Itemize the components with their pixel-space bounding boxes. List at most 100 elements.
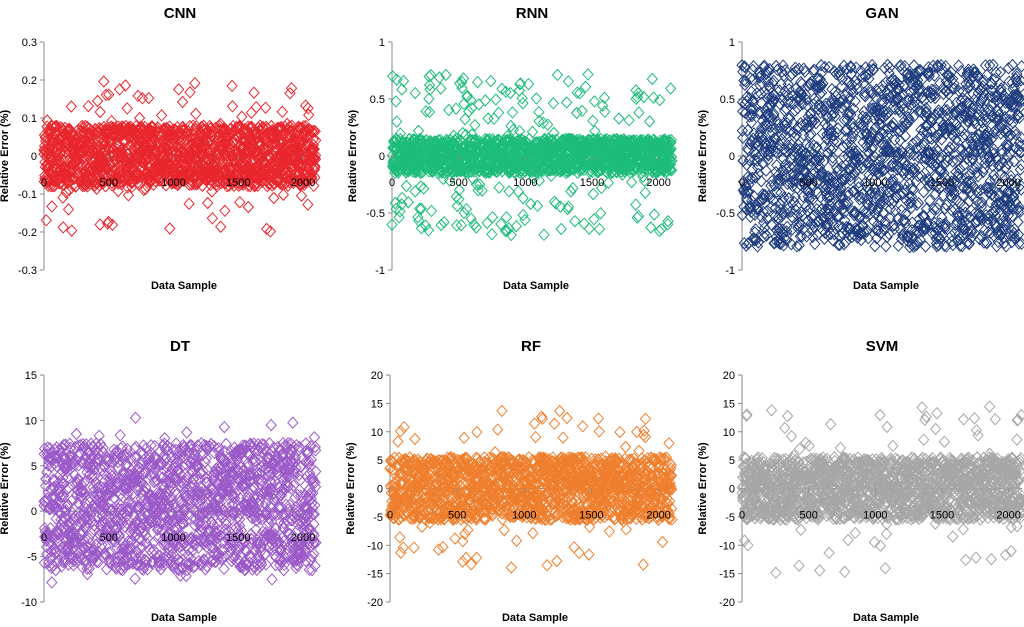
cnn-point: [146, 121, 159, 134]
cnn-point: [91, 142, 103, 156]
rnn-point: [587, 187, 599, 201]
cnn-point: [100, 148, 112, 161]
cnn-point: [295, 189, 308, 202]
cnn-point: [228, 179, 240, 193]
rnn-point: [571, 106, 583, 120]
cnn-y-tick-label: 0: [31, 151, 37, 163]
cnn-point: [40, 214, 52, 227]
cnn-point: [215, 220, 227, 233]
rnn-point: [425, 68, 437, 82]
rnn-point: [625, 175, 638, 189]
cnn-point: [173, 83, 185, 96]
cnn-point: [59, 121, 71, 135]
cnn-x-tick-label: 0: [41, 177, 47, 189]
rnn-point: [587, 114, 599, 128]
rnn-point: [493, 106, 505, 120]
rnn-point: [630, 198, 642, 211]
cnn-point: [139, 182, 152, 196]
cnn-point: [75, 136, 87, 149]
cnn-points: [38, 75, 322, 238]
cnn-point: [113, 83, 126, 96]
cnn-point: [98, 75, 110, 88]
cnn-point: [234, 195, 246, 209]
rnn-y-tick-label: 0: [379, 151, 385, 163]
cnn-point: [82, 99, 95, 113]
gan-title: GAN: [865, 5, 898, 22]
cnn-x-label: Data Sample: [151, 280, 217, 292]
cnn-point: [96, 174, 108, 188]
cnn-point: [164, 222, 176, 235]
cnn-point: [62, 203, 75, 216]
cnn-point: [250, 100, 262, 114]
gan-y-tick-label: 0: [729, 151, 735, 163]
cnn-point: [245, 106, 258, 119]
cnn-point: [151, 170, 163, 183]
cnn-point: [188, 140, 200, 153]
rnn-point: [400, 179, 413, 193]
cnn-point: [268, 191, 280, 205]
cnn-point: [49, 119, 62, 133]
rnn-point: [490, 93, 502, 106]
cnn-point: [112, 149, 125, 163]
cnn-point: [198, 144, 210, 158]
gan-point: [953, 59, 965, 72]
cnn-point: [224, 143, 236, 156]
rnn-point: [576, 104, 588, 118]
rnn-point: [562, 75, 575, 88]
gan-point: [880, 240, 892, 253]
cnn-y-tick-label: 0.1: [22, 113, 37, 125]
rnn-x-tick-label: 2000: [646, 177, 670, 189]
rnn-point: [425, 204, 438, 218]
rnn-point: [396, 83, 408, 96]
rnn-x-label: Data Sample: [503, 280, 569, 292]
cnn-point: [109, 132, 121, 145]
cnn-point: [100, 88, 112, 102]
rnn-y-tick-label: 1: [379, 37, 385, 49]
cnn-point: [248, 86, 260, 99]
cnn-point: [226, 79, 238, 93]
cnn-point: [176, 95, 189, 109]
cnn-point: [122, 189, 135, 202]
rnn-x-tick-label: 500: [449, 177, 467, 189]
rnn-point: [547, 97, 559, 110]
rnn-point: [655, 222, 667, 236]
cnn-point: [65, 166, 77, 179]
cnn-point: [73, 156, 86, 170]
cnn-point: [227, 135, 240, 148]
cnn-point: [202, 196, 214, 210]
cnn-point: [44, 159, 56, 172]
cnn-point: [59, 141, 71, 155]
cnn-point: [40, 146, 52, 160]
rnn-point: [526, 125, 539, 139]
gan-y-tick-label: 1: [729, 37, 735, 49]
rnn-y-tick-label: -0.5: [366, 208, 385, 220]
rnn-point: [593, 222, 606, 236]
rnn-point: [459, 112, 471, 126]
cnn-point: [190, 107, 202, 121]
cnn-point: [99, 159, 111, 172]
cnn-point: [145, 135, 157, 148]
cnn-point: [284, 87, 296, 100]
cnn-point: [259, 101, 272, 114]
rnn-point: [517, 191, 529, 205]
rnn-point: [643, 115, 656, 128]
rnn-point: [569, 214, 581, 228]
rnn-point: [479, 94, 491, 107]
cnn-point: [276, 105, 288, 119]
cnn-point: [143, 91, 155, 105]
gan-y-tick-label: -0.5: [716, 208, 735, 220]
cnn-y-label: Relative Error (%): [0, 110, 11, 203]
cnn-point: [210, 156, 222, 170]
cnn-point: [106, 218, 119, 232]
cnn-point: [205, 125, 217, 139]
cnn-x-tick-label: 1500: [226, 177, 250, 189]
rnn-point: [517, 208, 529, 222]
cnn-point: [85, 132, 97, 145]
cnn-point: [189, 76, 201, 90]
rnn-point: [578, 217, 590, 230]
rnn-point: [493, 181, 505, 194]
rnn-point: [481, 216, 493, 230]
rnn-point: [423, 92, 435, 105]
rnn-x-tick-label: 0: [389, 177, 395, 189]
